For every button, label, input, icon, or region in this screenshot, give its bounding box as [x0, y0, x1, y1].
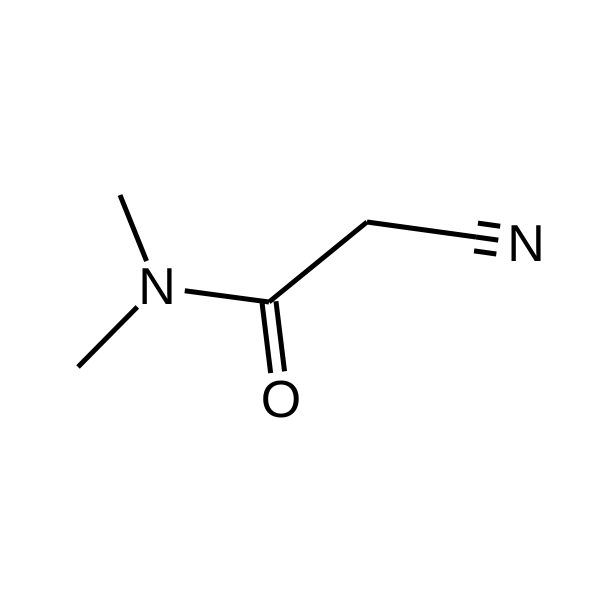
atom-label-N: N	[138, 258, 176, 316]
atom-label-O: O	[261, 371, 301, 429]
bond-line	[185, 291, 269, 302]
bond-line	[478, 223, 500, 226]
bond-line	[269, 222, 367, 302]
bond-line	[476, 237, 498, 240]
bond-line	[262, 303, 271, 373]
bond-line	[367, 222, 476, 237]
bond-line	[474, 251, 496, 254]
molecule-diagram: N O N	[0, 0, 600, 600]
bond-line	[276, 301, 285, 371]
bond-line	[78, 307, 137, 367]
atom-label-N: N	[507, 215, 545, 273]
bond-line	[120, 195, 147, 261]
